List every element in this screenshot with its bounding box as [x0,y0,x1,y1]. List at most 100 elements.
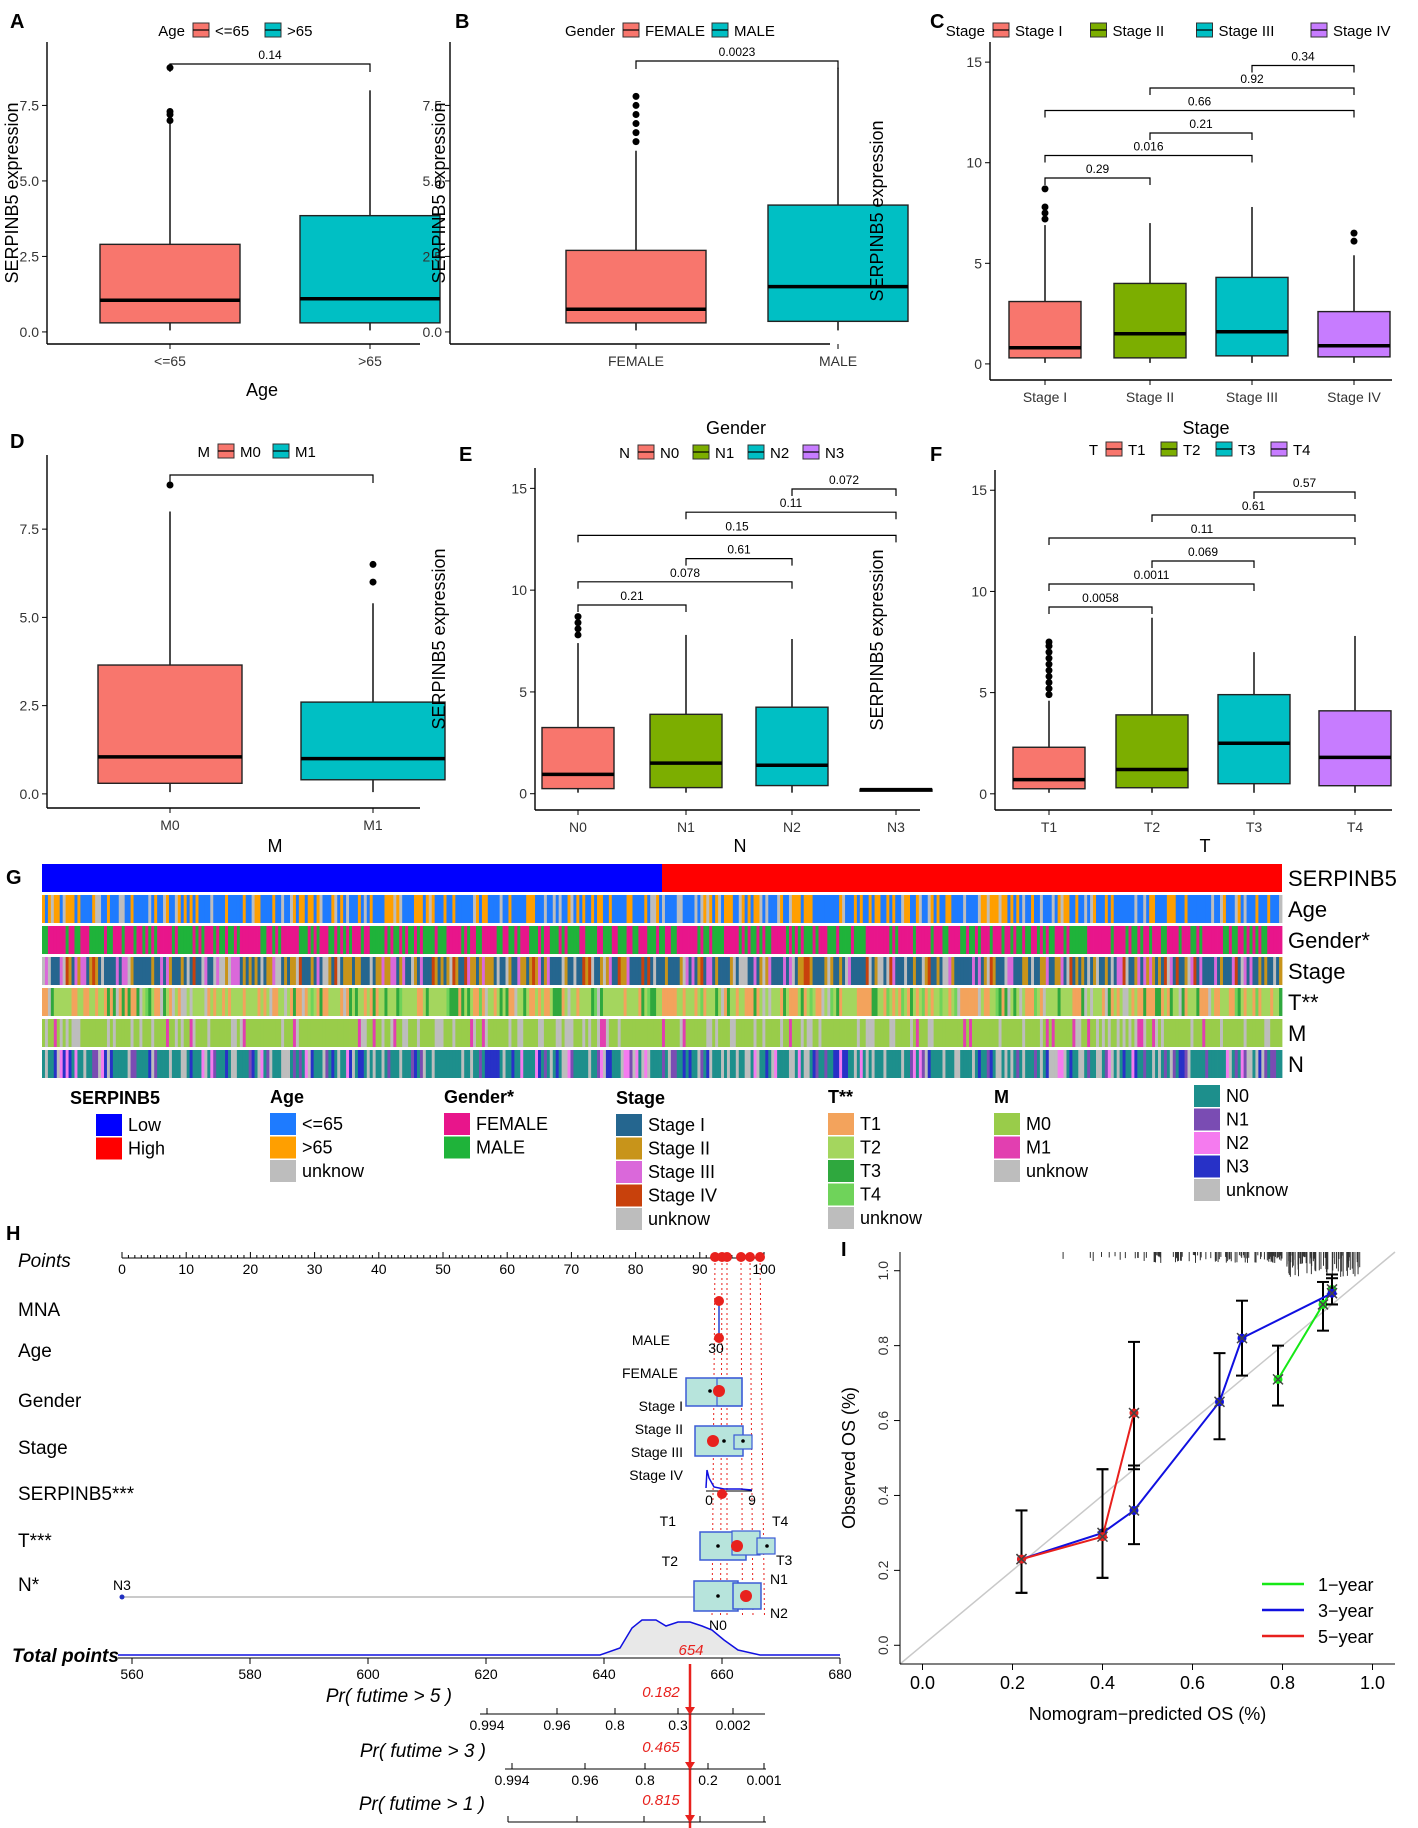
heat-cell [372,895,377,923]
heat-cell [360,926,365,954]
legend-title: T [1089,442,1098,459]
heat-cell [694,1019,698,1047]
heat-cell [546,988,551,1016]
outlier-point [1350,229,1358,237]
heat-cell [732,1019,737,1047]
heat-cell [168,957,173,985]
heat-cell [1087,957,1091,985]
heat-cell [1187,895,1191,923]
heat-cell [42,1050,46,1078]
heat-cell [242,1050,247,1078]
heat-cell [788,926,793,954]
heat-cell [1181,957,1185,985]
heat-cell [213,895,217,923]
heat-cell [1160,926,1165,954]
heat-cell [549,895,554,923]
heat-cell [145,895,149,923]
legend-item: M0 [1026,1114,1051,1134]
heat-cell [839,988,843,1016]
heat-cell [502,1019,506,1047]
heat-cell [50,988,55,1016]
heat-cell [1163,1050,1168,1078]
heat-cell [1113,988,1118,1016]
heat-cell [1193,1050,1197,1078]
heat-cell [59,957,64,985]
heat-cell [620,926,625,954]
heat-cell [416,895,421,923]
heat-cell [251,895,255,923]
heat-cell [1022,988,1026,1016]
heat-cell [230,895,235,923]
heat-cell [558,1019,563,1047]
heat-cell [715,957,719,985]
heat-cell [833,957,837,985]
heat-cell [349,957,353,985]
heat-cell [1072,1019,1076,1047]
heat-cell [762,957,766,985]
heat-cell [966,988,970,1016]
heat-cell [594,926,598,954]
heat-cell [647,957,651,985]
heat-cell [127,926,131,954]
heat-cell [735,1019,740,1047]
heat-cell [726,957,731,985]
x-tick-label: FEMALE [608,353,664,369]
heat-cell [924,1050,929,1078]
heat-cell [260,1019,264,1047]
heat-cell [718,926,722,954]
heat-cell [983,988,988,1016]
heat-cell [827,1050,831,1078]
heat-cell [927,957,932,985]
heat-cell [186,957,191,985]
heat-cell [845,895,849,923]
heat-cell [278,1050,282,1078]
heat-cell [688,1050,692,1078]
points-tick-label: 100 [752,1261,776,1277]
heat-cell [245,895,250,923]
heat-cell [295,1050,300,1078]
points-marker [745,1252,755,1262]
x-tick-label: N0 [569,819,587,835]
heat-cell [346,1050,350,1078]
heat-cell [1255,895,1259,923]
data-point-cross [1272,1373,1284,1385]
heat-cell [526,957,530,985]
heat-cell [1054,895,1059,923]
heat-cell [242,988,247,1016]
outlier-point [574,625,582,633]
heat-cell [1166,957,1171,985]
heat-cell [915,988,920,1016]
heat-cell [328,957,332,985]
box-body [649,713,723,789]
points-marker [736,1252,746,1262]
heat-cell [1010,988,1014,1016]
heat-cell [877,1019,881,1047]
heat-cell [818,895,822,923]
heat-cell [986,1050,991,1078]
heat-cell [478,926,483,954]
heat-cell [1211,895,1215,923]
legend-item: unknow [648,1209,711,1229]
heat-cell [434,1019,439,1047]
heat-cell [307,895,312,923]
heat-cell [901,957,905,985]
heat-cell [399,1050,403,1078]
heat-cell [1146,895,1150,923]
heat-cell [68,926,72,954]
heat-cell [419,1050,424,1078]
heat-cell [800,1050,805,1078]
heat-cell [682,957,687,985]
heat-cell [833,988,837,1016]
legend-item: T2 [860,1138,881,1158]
heat-cell [933,988,937,1016]
heat-cell [1119,926,1123,954]
heat-cell [92,988,96,1016]
heat-cell [284,957,288,985]
comparison-pvalue: 0.66 [1188,95,1212,109]
heat-cell [1152,895,1156,923]
heat-cell [927,926,932,954]
heat-cell [546,926,551,954]
heat-cell [570,1019,574,1047]
